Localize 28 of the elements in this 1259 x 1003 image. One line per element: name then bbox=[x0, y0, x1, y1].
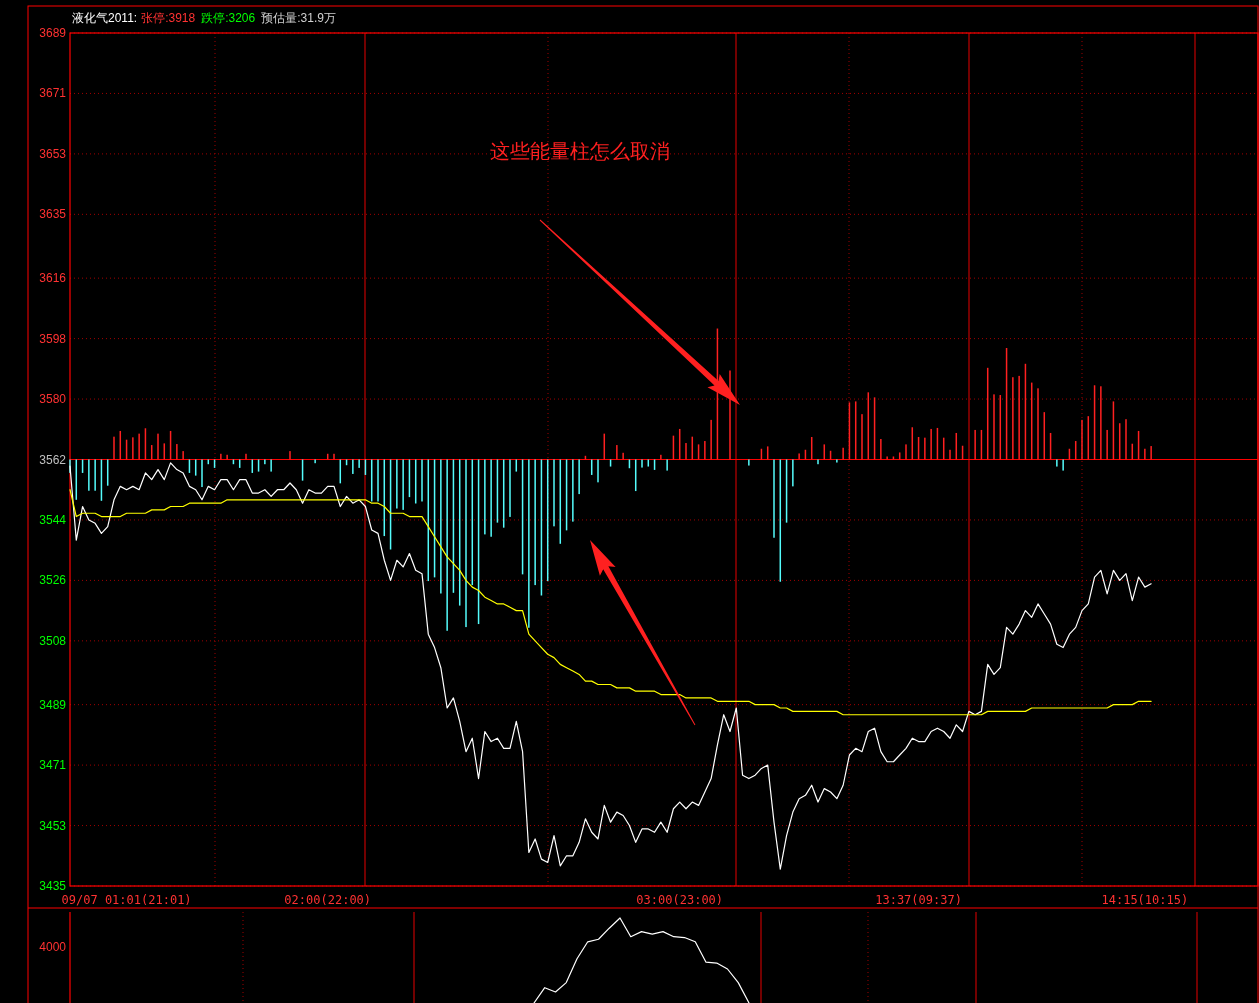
y-tick-label: 3489 bbox=[39, 697, 67, 712]
x-tick-label: 09/07 01:01(21:01) bbox=[61, 893, 192, 907]
line-series bbox=[69, 462, 1152, 870]
text: 4000 bbox=[39, 940, 67, 954]
y-tick-label: 3471 bbox=[39, 758, 67, 773]
annotation: 这些能量柱怎么取消 bbox=[490, 140, 670, 162]
y-tick-label: 3544 bbox=[39, 512, 67, 527]
y-tick-label: 3435 bbox=[39, 879, 67, 893]
y-tick-label: 3689 bbox=[39, 26, 67, 40]
text: 预估量:31.9万 bbox=[261, 11, 336, 25]
x-tick-label: 03:00(23:00) bbox=[636, 893, 724, 907]
y-tick-label: 3526 bbox=[39, 573, 67, 588]
chart-title: 液化气2011: bbox=[72, 11, 138, 25]
x-tick-label: 14:15(10:15) bbox=[1101, 893, 1189, 907]
text: 跌停:3206 bbox=[201, 11, 256, 25]
y-tick-label: 3635 bbox=[39, 207, 67, 222]
y-tick-label: 3616 bbox=[39, 271, 67, 286]
line-series bbox=[69, 489, 1152, 716]
y-tick-label: 3562 bbox=[39, 452, 67, 467]
text: 张停:3918 bbox=[141, 11, 196, 25]
y-tick-label: 3508 bbox=[39, 633, 67, 648]
y-tick-label: 3671 bbox=[39, 86, 67, 101]
y-tick-label: 3653 bbox=[39, 146, 67, 161]
x-tick-label: 13:37(09:37) bbox=[875, 893, 962, 907]
y-tick-label: 3598 bbox=[39, 331, 67, 346]
x-tick-label: 02:00(22:00) bbox=[284, 893, 372, 907]
y-tick-label: 3580 bbox=[39, 392, 67, 407]
y-tick-label: 3453 bbox=[39, 818, 67, 833]
